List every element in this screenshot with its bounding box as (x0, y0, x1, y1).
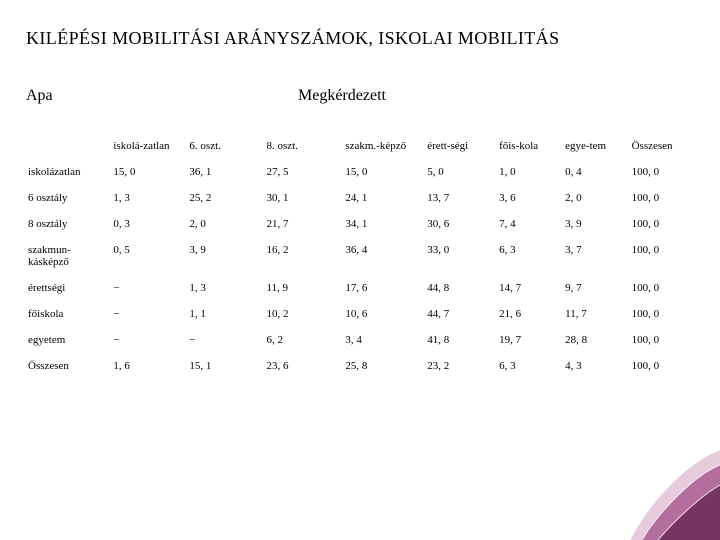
row-label: iskolázatlan (26, 159, 111, 185)
table-cell: 100, 0 (630, 275, 694, 301)
table-cell: 3, 7 (563, 237, 629, 275)
table-cell: 100, 0 (630, 301, 694, 327)
table-cell: 11, 9 (264, 275, 343, 301)
table-row: érettségi−1, 311, 917, 644, 814, 79, 710… (26, 275, 694, 301)
table-cell: 100, 0 (630, 237, 694, 275)
table-cell: 100, 0 (630, 159, 694, 185)
table-row: 8 osztály0, 32, 021, 734, 130, 67, 43, 9… (26, 211, 694, 237)
table-cell: 15, 0 (111, 159, 187, 185)
table-cell: − (111, 275, 187, 301)
table-cell: 30, 6 (425, 211, 497, 237)
table-cell: 16, 2 (264, 237, 343, 275)
table-cell: 3, 9 (563, 211, 629, 237)
table-cell: − (111, 327, 187, 353)
table-cell: 1, 1 (187, 301, 264, 327)
table-cell: 10, 6 (343, 301, 425, 327)
column-header: szakm.-képző (343, 133, 425, 159)
table-cell: 25, 8 (343, 353, 425, 379)
table-cell: 100, 0 (630, 353, 694, 379)
column-header: főis-kola (497, 133, 563, 159)
table-row: Összesen1, 615, 123, 625, 823, 26, 34, 3… (26, 353, 694, 379)
column-header: egye-tem (563, 133, 629, 159)
table-cell: 2, 0 (563, 185, 629, 211)
table-cell: − (187, 327, 264, 353)
corner-ornament (630, 450, 720, 540)
table-cell: 25, 2 (187, 185, 264, 211)
table-cell: 36, 4 (343, 237, 425, 275)
table-cell: 100, 0 (630, 185, 694, 211)
column-axis-header: Megkérdezett (298, 87, 386, 105)
table-cell: 21, 6 (497, 301, 563, 327)
row-label-column (26, 133, 111, 159)
table-cell: 9, 7 (563, 275, 629, 301)
table-cell: 10, 2 (264, 301, 343, 327)
table-cell: 6, 3 (497, 353, 563, 379)
table-row: egyetem−−6, 23, 441, 819, 728, 8100, 0 (26, 327, 694, 353)
table-cell: 0, 4 (563, 159, 629, 185)
mobility-table: iskolá-zatlan6. oszt.8. oszt.szakm.-képz… (26, 133, 694, 379)
table-cell: 3, 6 (497, 185, 563, 211)
table-cell: 4, 3 (563, 353, 629, 379)
table-cell: 19, 7 (497, 327, 563, 353)
table-cell: 6, 2 (264, 327, 343, 353)
row-label: 8 osztály (26, 211, 111, 237)
table-cell: 44, 8 (425, 275, 497, 301)
table-cell: 1, 6 (111, 353, 187, 379)
table-cell: 13, 7 (425, 185, 497, 211)
table-cell: 23, 6 (264, 353, 343, 379)
table-cell: 30, 1 (264, 185, 343, 211)
table-row: főiskola−1, 110, 210, 644, 721, 611, 710… (26, 301, 694, 327)
table-cell: 100, 0 (630, 211, 694, 237)
table-cell: 1, 3 (111, 185, 187, 211)
row-label: érettségi (26, 275, 111, 301)
table-cell: 0, 5 (111, 237, 187, 275)
table-cell: 33, 0 (425, 237, 497, 275)
row-label: szakmun-kásképző (26, 237, 111, 275)
table-row: 6 osztály1, 325, 230, 124, 113, 73, 62, … (26, 185, 694, 211)
table-cell: 15, 0 (343, 159, 425, 185)
row-axis-header: Apa (26, 87, 298, 105)
table-cell: 6, 3 (497, 237, 563, 275)
table-cell: 1, 0 (497, 159, 563, 185)
table-cell: 44, 7 (425, 301, 497, 327)
column-header: Összesen (630, 133, 694, 159)
table-cell: 15, 1 (187, 353, 264, 379)
table-cell: 21, 7 (264, 211, 343, 237)
table-cell: 17, 6 (343, 275, 425, 301)
table-cell: 11, 7 (563, 301, 629, 327)
table-cell: 3, 9 (187, 237, 264, 275)
table-cell: 2, 0 (187, 211, 264, 237)
column-header: 6. oszt. (187, 133, 264, 159)
table-cell: 5, 0 (425, 159, 497, 185)
row-label: egyetem (26, 327, 111, 353)
page-title: KILÉPÉSI MOBILITÁSI ARÁNYSZÁMOK, ISKOLAI… (26, 28, 694, 49)
table-cell: 3, 4 (343, 327, 425, 353)
row-label: Összesen (26, 353, 111, 379)
table-cell: 34, 1 (343, 211, 425, 237)
table-cell: 1, 3 (187, 275, 264, 301)
table-cell: 100, 0 (630, 327, 694, 353)
row-label: főiskola (26, 301, 111, 327)
table-cell: 14, 7 (497, 275, 563, 301)
table-cell: 41, 8 (425, 327, 497, 353)
column-header: 8. oszt. (264, 133, 343, 159)
column-header: iskolá-zatlan (111, 133, 187, 159)
table-cell: 36, 1 (187, 159, 264, 185)
table-cell: 27, 5 (264, 159, 343, 185)
table-cell: − (111, 301, 187, 327)
row-label: 6 osztály (26, 185, 111, 211)
table-cell: 0, 3 (111, 211, 187, 237)
table-cell: 23, 2 (425, 353, 497, 379)
table-row: szakmun-kásképző0, 53, 916, 236, 433, 06… (26, 237, 694, 275)
table-row: iskolázatlan15, 036, 127, 515, 05, 01, 0… (26, 159, 694, 185)
table-cell: 28, 8 (563, 327, 629, 353)
column-header: érett-ségi (425, 133, 497, 159)
table-cell: 24, 1 (343, 185, 425, 211)
table-cell: 7, 4 (497, 211, 563, 237)
